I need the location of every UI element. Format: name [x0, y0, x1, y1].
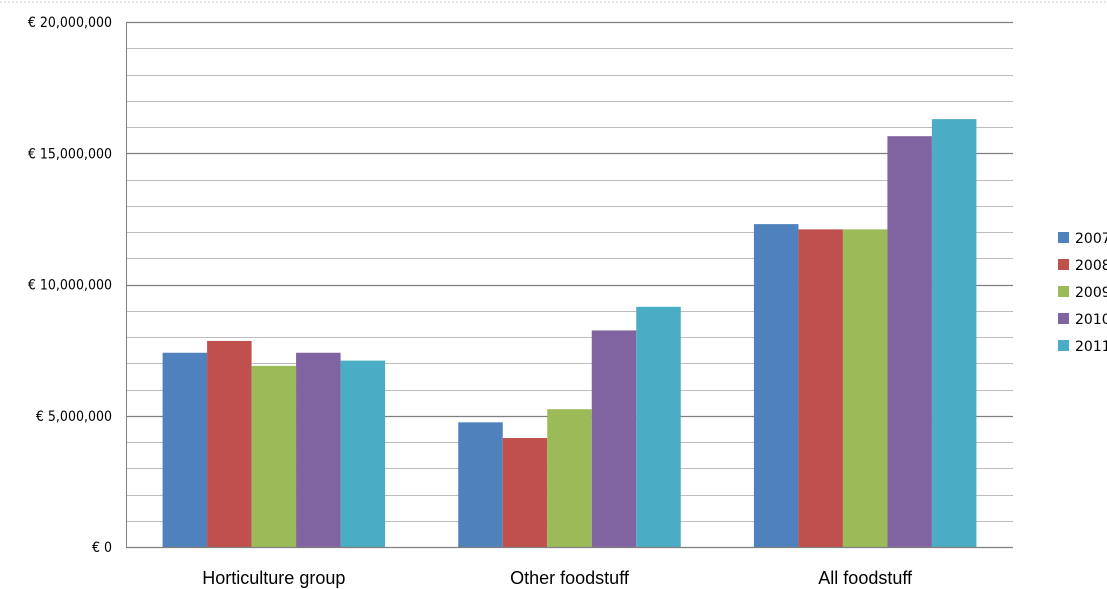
legend-label: 2011	[1075, 339, 1107, 355]
bars	[162, 119, 977, 547]
legend-label: 2010	[1075, 312, 1107, 328]
bar-2010-all-foodstuff	[887, 136, 932, 547]
bar-2008-all-foodstuff	[798, 229, 843, 547]
y-axis-tick-labels: € 0 € 5,000,000 € 10,000,000 € 15,000,000 € …	[28, 15, 112, 556]
bar-2007-horticulture-group	[162, 352, 208, 547]
y-tick-label: € 0	[92, 540, 112, 556]
bar-2011-other-foodstuff	[636, 306, 681, 547]
bar-2008-other-foodstuff	[502, 438, 548, 547]
bar-2008-horticulture-group	[207, 340, 252, 547]
y-tick-label: € 15,000,000	[28, 146, 112, 162]
bar-2007-all-foodstuff	[753, 224, 799, 547]
legend-swatch-2008	[1058, 259, 1069, 270]
bar-2010-horticulture-group	[296, 352, 341, 547]
bar-2011-horticulture-group	[340, 360, 386, 547]
bar-2009-other-foodstuff	[547, 409, 592, 547]
legend-label: 2008	[1075, 258, 1107, 274]
legend-swatch-2009	[1058, 286, 1069, 297]
legend: 2007 2008 2009 2010 2011	[1058, 231, 1107, 355]
y-tick-label: € 10,000,000	[28, 278, 112, 294]
legend-swatch-2011	[1058, 340, 1069, 351]
bar-2009-horticulture-group	[251, 365, 297, 547]
x-axis-category-labels: Horticulture group Other foodstuff All foo…	[202, 568, 913, 588]
bar-2010-other-foodstuff	[591, 330, 637, 547]
legend-label: 2009	[1075, 285, 1107, 301]
legend-swatch-2007	[1058, 232, 1069, 243]
x-category-label: Other foodstuff	[510, 568, 630, 588]
x-category-label: All foodstuff	[818, 568, 913, 588]
x-category-label: Horticulture group	[202, 568, 345, 588]
y-tick-label: € 20,000,000	[28, 15, 112, 31]
y-tick-label: € 5,000,000	[36, 409, 112, 425]
bar-2011-all-foodstuff	[931, 119, 977, 547]
axes	[126, 22, 1013, 549]
legend-label: 2007	[1075, 231, 1107, 247]
bar-2007-other-foodstuff	[458, 422, 503, 547]
bar-2009-all-foodstuff	[842, 229, 888, 547]
legend-swatch-2010	[1058, 313, 1069, 324]
